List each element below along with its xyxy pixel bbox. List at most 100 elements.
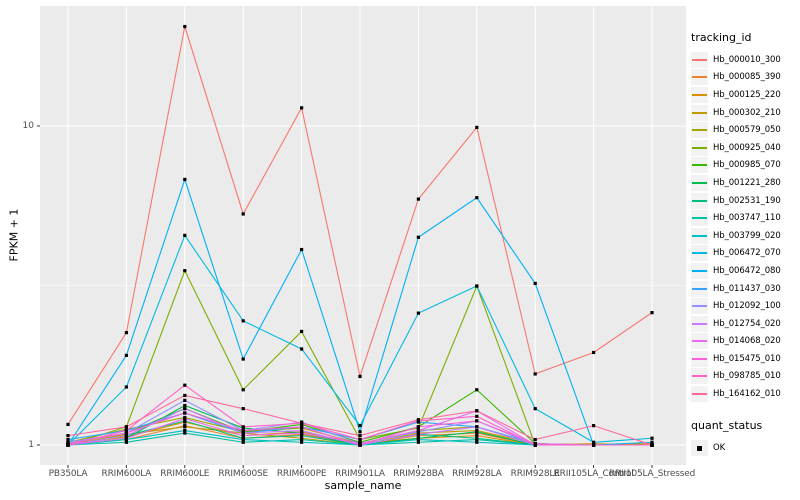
x-tick-label: RRII105LA_Control — [553, 469, 634, 479]
data-point — [475, 284, 479, 288]
legend-item-label: Hb_015475_010 — [713, 353, 781, 364]
panel-background — [40, 6, 686, 465]
data-point — [124, 385, 128, 389]
data-point — [533, 372, 537, 376]
legend-key — [691, 192, 708, 209]
legend-item-label: Hb_006472_080 — [713, 265, 781, 276]
data-point — [300, 440, 304, 444]
data-point — [475, 388, 479, 392]
data-point — [124, 331, 128, 335]
data-point — [475, 409, 479, 413]
data-point — [183, 416, 187, 421]
data-point — [358, 443, 362, 447]
data-point — [124, 434, 128, 438]
series-color-line-icon — [692, 252, 707, 255]
legend-item-label: Hb_000579_050 — [713, 125, 781, 136]
legend-item: Hb_000125_220 — [691, 86, 799, 104]
legend-key — [691, 350, 708, 367]
legend-item-label: Hb_000085_390 — [713, 72, 781, 83]
legend-item: Hb_098785_010 — [691, 368, 799, 386]
data-point — [183, 177, 187, 182]
legend-item-label: Hb_003747_110 — [713, 213, 781, 224]
data-point — [183, 431, 187, 435]
legend-item: Hb_006472_080 — [691, 262, 799, 280]
data-point — [650, 443, 654, 447]
legend-key — [691, 69, 708, 86]
x-axis-title: sample_name — [324, 479, 402, 492]
legend-item: Hb_014068_020 — [691, 333, 799, 351]
legend-item: Hb_011437_030 — [691, 280, 799, 298]
data-point — [66, 443, 70, 447]
data-point — [416, 418, 420, 422]
data-point — [124, 428, 128, 433]
data-point — [650, 311, 654, 315]
legend-key — [691, 333, 708, 350]
data-point — [183, 428, 187, 433]
series-color-line-icon — [692, 234, 707, 237]
data-point — [66, 437, 70, 442]
data-point — [241, 425, 245, 429]
data-point — [183, 233, 187, 237]
data-point — [241, 212, 245, 216]
legend-item: Hb_000985_070 — [691, 157, 799, 175]
series-color-line-icon — [692, 287, 707, 290]
x-tick-label: RRIM928LE — [510, 469, 560, 479]
legend-item: Hb_000010_300 — [691, 51, 799, 69]
data-point — [592, 350, 596, 355]
data-point — [475, 419, 479, 423]
legend-item-label: Hb_164162_010 — [713, 389, 781, 400]
data-point — [475, 125, 479, 129]
legend-item-label: Hb_012092_100 — [713, 301, 781, 312]
x-tick-label: RRIM600LE — [160, 469, 210, 479]
data-point — [533, 443, 537, 447]
data-point — [416, 235, 420, 239]
data-point — [416, 197, 420, 201]
data-point — [358, 437, 362, 442]
data-point — [183, 393, 187, 398]
legend-item: Hb_164162_010 — [691, 385, 799, 403]
data-point — [124, 436, 128, 440]
y-tick-label: 10 — [22, 120, 34, 131]
legend-item-label: Hb_012754_020 — [713, 318, 781, 329]
data-point — [241, 440, 245, 444]
data-point — [358, 430, 362, 434]
legend-key — [691, 210, 708, 227]
data-point — [300, 425, 304, 429]
legend-item: Hb_006472_070 — [691, 245, 799, 263]
legend-key — [691, 245, 708, 262]
data-point — [241, 434, 245, 438]
legend-item-label: Hb_000125_220 — [713, 89, 781, 100]
data-point — [533, 437, 537, 442]
data-point — [300, 437, 304, 442]
data-point — [124, 440, 128, 444]
y-axis-title: FPKM + 1 — [7, 208, 21, 262]
data-point — [300, 106, 304, 110]
data-point — [183, 419, 187, 423]
series-color-line-icon — [692, 340, 707, 343]
data-point — [241, 407, 245, 411]
data-point — [183, 411, 187, 415]
legend-key — [691, 51, 708, 68]
legend-key — [691, 122, 708, 139]
data-point — [241, 357, 245, 361]
data-point — [300, 428, 304, 433]
quant-status-legend-title: quant_status — [691, 418, 763, 432]
data-point — [66, 422, 70, 427]
data-point — [475, 437, 479, 442]
legend-key — [691, 174, 708, 191]
data-point — [475, 414, 479, 418]
data-point — [358, 424, 362, 428]
series-color-line-icon — [692, 129, 707, 132]
legend-key — [691, 298, 708, 315]
tracking-id-legend-title: tracking_id — [691, 31, 752, 44]
data-point — [650, 440, 654, 444]
legend-item-label: Hb_000925_040 — [713, 142, 781, 153]
data-point — [183, 398, 187, 402]
legend-item-label: Hb_000985_070 — [713, 160, 781, 171]
quant-status-legend-item: OK — [691, 439, 799, 457]
x-tick-label: PB350LA — [48, 469, 88, 479]
data-point — [533, 281, 537, 286]
legend-item-label: Hb_000302_210 — [713, 107, 781, 118]
